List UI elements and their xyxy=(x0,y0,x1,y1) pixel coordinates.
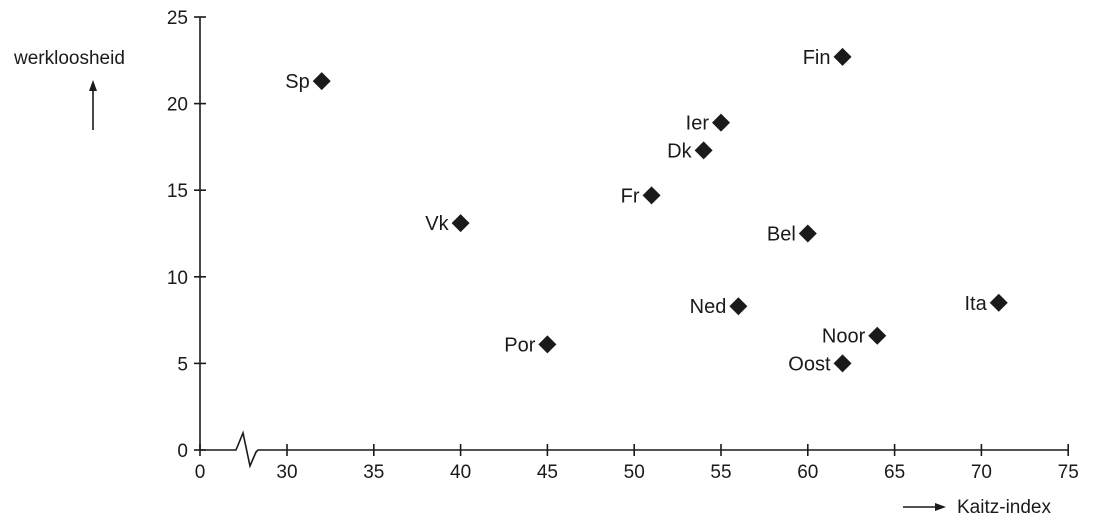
diamond-marker xyxy=(451,214,470,233)
data-point: Dk xyxy=(667,140,713,162)
x-tick-label: 55 xyxy=(710,462,731,483)
diamond-marker xyxy=(642,186,661,205)
data-point: Fin xyxy=(803,47,852,69)
diamond-marker xyxy=(312,72,331,91)
diamond-marker xyxy=(712,113,730,132)
x-axis-title: Kaitz-index xyxy=(957,497,1051,518)
point-label: Vk xyxy=(425,213,449,235)
y-axis-title: werkloosheid xyxy=(13,48,125,69)
x-tick-label: 70 xyxy=(971,462,992,483)
x-axis-line-with-break xyxy=(200,430,1069,469)
data-point: Sp xyxy=(285,71,331,93)
diamond-marker xyxy=(989,293,1008,312)
x-tick-label: 0 xyxy=(195,462,206,483)
data-point: Ier xyxy=(686,113,730,135)
diamond-marker xyxy=(538,335,557,354)
data-points: Sp Fin Ier Dk Fr Vk Bel Ned Ita Noor Por Oost xyxy=(285,47,1008,375)
y-axis-title-arrowhead xyxy=(89,80,97,91)
axes xyxy=(199,17,1069,469)
data-point: Oost xyxy=(788,353,852,375)
data-point: Vk xyxy=(425,213,470,235)
x-axis-title-arrowhead xyxy=(935,503,946,511)
y-tick-label: 5 xyxy=(177,354,188,375)
y-tick-label: 20 xyxy=(167,95,188,116)
point-label: Fr xyxy=(621,185,640,207)
x-tick-label: 60 xyxy=(797,462,818,483)
x-tick-label: 40 xyxy=(450,462,471,483)
axis-titles: werkloosheid Kaitz-index xyxy=(13,48,1051,518)
data-point: Fr xyxy=(621,185,661,207)
point-label: Ita xyxy=(965,293,988,315)
point-label: Bel xyxy=(767,224,796,246)
y-tick-label: 25 xyxy=(167,8,188,29)
data-point: Ita xyxy=(965,293,1008,315)
diamond-marker xyxy=(833,354,852,373)
diamond-marker xyxy=(798,224,817,243)
x-tick-label: 35 xyxy=(363,462,384,483)
x-tick-label: 75 xyxy=(1058,462,1079,483)
y-tick-label: 15 xyxy=(167,181,188,202)
point-label: Por xyxy=(504,334,535,356)
data-point: Por xyxy=(504,334,557,356)
point-label: Dk xyxy=(667,140,692,162)
point-label: Sp xyxy=(285,71,309,93)
x-tick-label: 65 xyxy=(884,462,905,483)
y-tick-label: 0 xyxy=(177,441,188,462)
point-label: Ier xyxy=(686,113,710,135)
data-point: Noor xyxy=(822,326,887,348)
x-tick-label: 50 xyxy=(624,462,645,483)
point-label: Oost xyxy=(788,353,831,375)
data-point: Ned xyxy=(690,296,748,318)
diamond-marker xyxy=(729,297,748,316)
x-tick-label: 45 xyxy=(537,462,558,483)
ticks: 0 30 35 40 45 50 55 60 65 70 75 0 5 10 15 20 25 xyxy=(167,8,1079,483)
diamond-marker xyxy=(833,47,852,66)
diamond-marker xyxy=(868,326,887,345)
data-point: Bel xyxy=(767,224,817,246)
point-label: Fin xyxy=(803,47,831,69)
point-label: Noor xyxy=(822,326,866,348)
y-tick-label: 10 xyxy=(167,268,188,289)
diamond-marker xyxy=(694,141,713,160)
point-label: Ned xyxy=(690,296,727,318)
x-tick-label: 30 xyxy=(276,462,297,483)
